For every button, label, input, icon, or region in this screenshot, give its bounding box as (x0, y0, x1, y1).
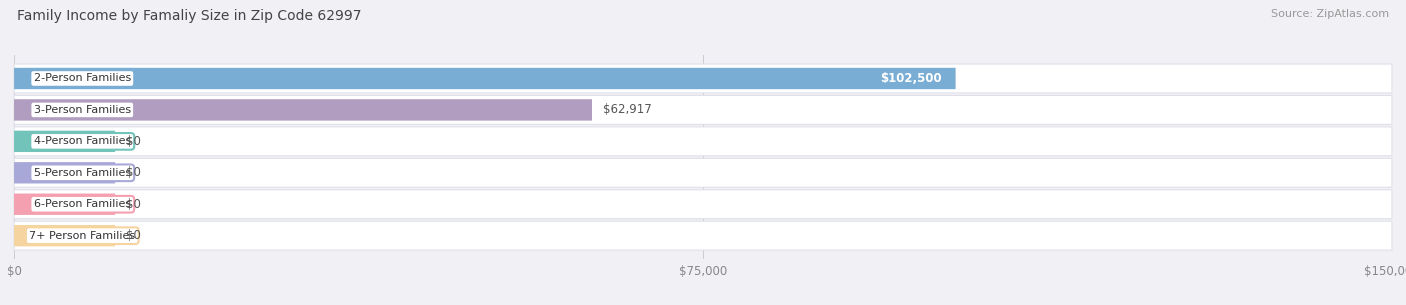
FancyBboxPatch shape (14, 158, 1392, 187)
FancyBboxPatch shape (14, 194, 115, 215)
FancyBboxPatch shape (14, 64, 1392, 93)
Text: Family Income by Famaliy Size in Zip Code 62997: Family Income by Famaliy Size in Zip Cod… (17, 9, 361, 23)
FancyBboxPatch shape (14, 95, 1392, 124)
Text: $0: $0 (127, 229, 141, 242)
FancyBboxPatch shape (14, 225, 115, 246)
FancyBboxPatch shape (14, 221, 1392, 250)
Text: $62,917: $62,917 (603, 103, 652, 117)
FancyBboxPatch shape (14, 127, 1392, 156)
Text: $0: $0 (127, 198, 141, 211)
Text: $0: $0 (127, 166, 141, 179)
Text: $0: $0 (127, 135, 141, 148)
FancyBboxPatch shape (14, 131, 115, 152)
Text: Source: ZipAtlas.com: Source: ZipAtlas.com (1271, 9, 1389, 19)
Text: $102,500: $102,500 (880, 72, 942, 85)
Text: 3-Person Families: 3-Person Families (34, 105, 131, 115)
FancyBboxPatch shape (14, 99, 592, 120)
FancyBboxPatch shape (14, 162, 115, 184)
Text: 6-Person Families: 6-Person Families (34, 199, 131, 209)
Text: 2-Person Families: 2-Person Families (34, 74, 131, 84)
Text: 7+ Person Families: 7+ Person Families (30, 231, 135, 241)
FancyBboxPatch shape (14, 68, 956, 89)
FancyBboxPatch shape (14, 190, 1392, 219)
Text: 4-Person Families: 4-Person Families (34, 136, 131, 146)
Text: 5-Person Families: 5-Person Families (34, 168, 131, 178)
